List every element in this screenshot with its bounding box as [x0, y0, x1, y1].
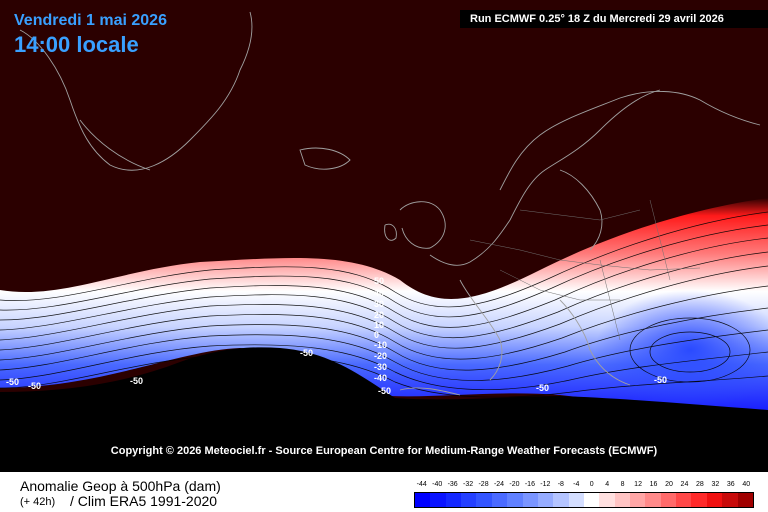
- scale-cell: [507, 493, 523, 507]
- color-scale-cells: [414, 492, 754, 508]
- min-label: -50: [654, 375, 667, 385]
- contour-label: -40: [374, 373, 387, 383]
- scale-cell: [583, 493, 600, 507]
- scale-tick-label: 8: [620, 481, 625, 488]
- scale-tick-label: -16: [524, 481, 535, 488]
- min-label: -50: [6, 377, 19, 387]
- borders: [469, 199, 701, 341]
- scale-cell: [706, 493, 723, 507]
- scale-tick-label: 40: [742, 481, 751, 488]
- contour-label: -10: [374, 340, 387, 350]
- min-label: -50: [28, 381, 41, 391]
- scale-cell: [630, 493, 646, 507]
- scale-cell: [430, 493, 446, 507]
- scale-tick-label: -8: [557, 481, 564, 488]
- scale-tick-label: 4: [605, 481, 610, 488]
- contour-label: 50: [374, 276, 384, 286]
- contour-label: 20: [374, 310, 384, 320]
- scale-tick-label: 32: [711, 481, 720, 488]
- scale-cell: [461, 493, 477, 507]
- contour-label: -50: [378, 386, 391, 396]
- scale-cell: [614, 493, 631, 507]
- north-africa-landmass: [0, 347, 768, 472]
- scale-cell: [491, 493, 508, 507]
- contour-label: 40: [374, 288, 384, 298]
- color-scale: -44 -40 -36 -32 -28 -24 -20 -16 -12 -8 -4 0 4 8 12 16 20…: [414, 472, 754, 512]
- legend-footer: Anomalie Geop à 500hPa (dam) (+ 42h) / C…: [0, 472, 768, 512]
- anomaly-map: 50 40 30 20 10 0 -10 -20 -30 -40 -50 -50…: [0, 0, 768, 472]
- contour-label: 0: [374, 330, 379, 340]
- scale-tick-label: -20: [509, 481, 520, 488]
- scale-cell: [568, 493, 584, 507]
- min-label: -50: [300, 348, 313, 358]
- scale-tick-label: -44: [416, 481, 427, 488]
- scale-tick-label: -32: [463, 481, 474, 488]
- scale-cell: [676, 493, 692, 507]
- scale-cell: [660, 493, 677, 507]
- scale-cell: [537, 493, 554, 507]
- anomaly-band: [0, 198, 768, 420]
- scale-tick-label: -28: [478, 481, 489, 488]
- scale-tick-label: 20: [665, 481, 673, 488]
- contour-label: 10: [374, 320, 384, 330]
- scale-tick-label: -24: [493, 481, 505, 488]
- forecast-time: 14:00 locale: [14, 32, 139, 57]
- run-info: Run ECMWF 0.25° 18 Z du Mercredi 29 avri…: [460, 10, 768, 28]
- min-label: -50: [130, 376, 143, 386]
- scale-cell: [722, 493, 738, 507]
- low-center: [595, 290, 768, 410]
- scale-cell: [737, 493, 753, 507]
- scale-tick-label: 24: [680, 481, 689, 488]
- legend-title: Anomalie Geop à 500hPa (dam): [20, 478, 221, 494]
- contour-lines: [0, 211, 768, 398]
- scale-cell: [476, 493, 492, 507]
- forecast-date: Vendredi 1 mai 2026: [14, 12, 167, 29]
- scale-cell: [415, 493, 431, 507]
- minimum-labels: -50 -50 -50 -50 -50 -50: [6, 348, 667, 393]
- scale-tick-label: -36: [447, 481, 458, 488]
- contour-label: -30: [374, 362, 387, 372]
- legend-lead: (+ 42h): [20, 496, 56, 508]
- coastlines: [19, 11, 761, 396]
- scale-tick-label: 16: [649, 481, 658, 488]
- scale-tick-label: -12: [540, 481, 551, 488]
- scale-cell: [599, 493, 615, 507]
- scale-tick-label: 36: [726, 481, 735, 488]
- scale-cell: [691, 493, 707, 507]
- scale-tick-label: -40: [432, 481, 443, 488]
- min-label: -50: [536, 383, 549, 393]
- scale-tick-label: 28: [696, 481, 704, 488]
- scale-tick-label: 12: [634, 481, 642, 488]
- scale-cell: [445, 493, 462, 507]
- legend-clim: / Clim ERA5 1991-2020: [70, 493, 218, 509]
- scale-cell: [553, 493, 569, 507]
- scale-tick-label: 0: [589, 481, 594, 488]
- contour-label: -20: [374, 351, 387, 361]
- scale-tick-label: -4: [573, 481, 580, 488]
- contour-labels-left: 50 40 30 20 10 0 -10 -20 -30 -40 -50: [374, 276, 391, 396]
- scale-cell: [522, 493, 538, 507]
- scale-cell: [645, 493, 661, 507]
- contour-label: 30: [374, 299, 384, 309]
- copyright-notice: Copyright © 2026 Meteociel.fr - Source E…: [110, 445, 658, 457]
